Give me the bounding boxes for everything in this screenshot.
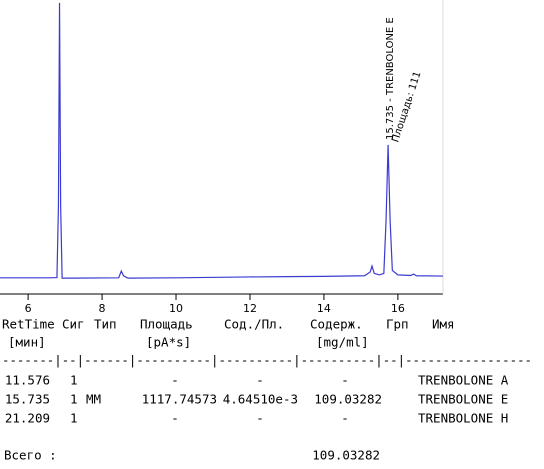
table-cell: 1 [70,392,78,407]
peak-label: 15.735 - TRENBOLONE E [385,17,396,140]
table-cell: 109.03282 [314,392,382,407]
total-value: 109.03282 [312,448,380,463]
column-header: Площадь [140,317,193,332]
table-cell: - [341,373,349,388]
column-unit: [mg/ml] [316,335,369,350]
column-unit: [pA*s] [146,335,191,350]
x-tick-label: 8 [99,302,106,315]
x-tick-label: 12 [243,302,257,315]
x-tick-label: 16 [391,302,405,315]
total-label: Всего : [4,448,57,463]
table-cell: TRENBOLONE E [418,392,508,407]
table-cell: 1 [70,373,78,388]
table-cell: TRENBOLONE H [418,411,508,426]
table-cell: 11.576 [5,373,50,388]
table-cell: 1117.74573 [142,392,217,407]
column-header: Содерж. [310,317,363,332]
table-cell: 1 [70,411,78,426]
x-tick-label: 10 [169,302,183,315]
column-header: Тип [94,317,117,332]
x-tick-label: 6 [25,302,32,315]
table-cell: 15.735 [5,392,50,407]
table-cell: MM [86,392,101,407]
column-header: RetTime [2,317,55,332]
table-cell: - [341,411,349,426]
column-header: Сиг [62,317,85,332]
signal-line [0,2,444,279]
table-cell: - [256,411,264,426]
column-header: Грп [386,317,409,332]
table-cell: - [256,373,264,388]
column-header: Сод./Пл. [224,317,284,332]
column-header: Имя [432,317,455,332]
table-cell: 4.64510e-3 [223,392,298,407]
x-tick-label: 14 [317,302,331,315]
column-unit: [мин] [8,335,46,350]
table-cell: TRENBOLONE A [418,373,509,388]
table-cell: 21.209 [5,411,50,426]
table-cell: - [171,373,179,388]
table-cell: - [171,411,179,426]
separator: -------|--|------|----------|----------|… [2,353,532,368]
